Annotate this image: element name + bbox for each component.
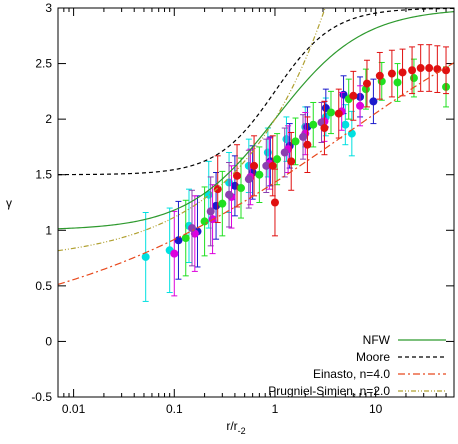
x-tick-label: 0.01 [62,402,86,416]
data-point [250,161,259,170]
legend-label: NFW [363,333,391,347]
data-point [287,157,296,166]
y-tick-label: 0 [45,334,52,348]
data-point [255,170,264,179]
legend: NFW Moore Einasto, n=4.0 Prugniel-Simien, n… [268,333,446,398]
model-curve-3 [58,62,454,285]
data-point [347,129,356,138]
x-tick-label: 10 [369,402,383,416]
y-tick-label: 0.5 [35,279,52,293]
data-point [341,120,350,129]
dataset-3 [170,85,365,297]
y-tick-label: 1.5 [35,168,52,182]
dataset-5 [188,101,326,267]
data-point [268,161,277,170]
data-point [244,175,253,184]
data-point [291,137,300,146]
axis-ticks [57,7,455,398]
data-point [334,109,343,118]
data-point [206,207,215,216]
data-point [356,101,365,110]
x-axis-label-sub: -2 [238,426,246,436]
tick-labels: 0.01 0.1 1 10 -0.5 0 0.5 1 1.5 2 2.5 3 [31,1,382,416]
data-point [213,185,222,194]
y-tick-label: 2 [45,112,52,126]
model-curve-1 [58,11,454,230]
legend-label: Moore [356,350,390,364]
x-axis-label: r/r-2 [226,419,245,436]
data-points [141,44,451,302]
data-point [416,64,425,73]
data-point [200,217,209,226]
y-axis-label: γ [6,196,12,210]
model-curve-2 [58,8,454,176]
x-tick-label: 0.1 [166,402,183,416]
data-point [141,252,150,261]
data-point [218,199,227,208]
data-point [326,108,335,117]
dataset-4 [181,58,451,277]
data-point [273,155,282,164]
data-point [369,97,378,106]
data-point [349,91,358,100]
data-point [303,140,312,149]
data-point [174,236,183,245]
data-point [299,132,308,141]
data-point [237,184,246,193]
x-axis-label-main: r/r [226,419,237,433]
data-point [270,198,279,207]
model-curves [58,8,454,285]
data-point [309,120,318,129]
model-curve-4 [58,8,326,252]
y-tick-label: 3 [45,1,52,15]
y-tick-label: 1 [45,223,52,237]
data-point [225,190,234,199]
data-point [170,249,179,258]
data-point [188,224,197,233]
data-point [181,234,190,243]
plot-frame [57,7,455,398]
data-point [362,79,371,88]
data-point [408,66,417,75]
legend-label: Prugniel-Simien, n=2.0 [268,384,390,398]
data-point [398,68,407,77]
data-point [320,124,329,133]
data-point [442,66,451,75]
data-point [375,71,384,80]
data-point [262,161,271,170]
dataset-6 [213,44,451,237]
data-point [233,171,242,180]
x-tick-label: 1 [272,402,279,416]
data-point [393,78,402,87]
data-point [280,148,289,157]
data-point [425,64,434,73]
y-tick-label: 2.5 [35,57,52,71]
data-point [409,74,418,83]
y-tick-label: -0.5 [31,390,52,404]
data-point [387,69,396,78]
legend-label: Einasto, n=4.0 [313,367,390,381]
